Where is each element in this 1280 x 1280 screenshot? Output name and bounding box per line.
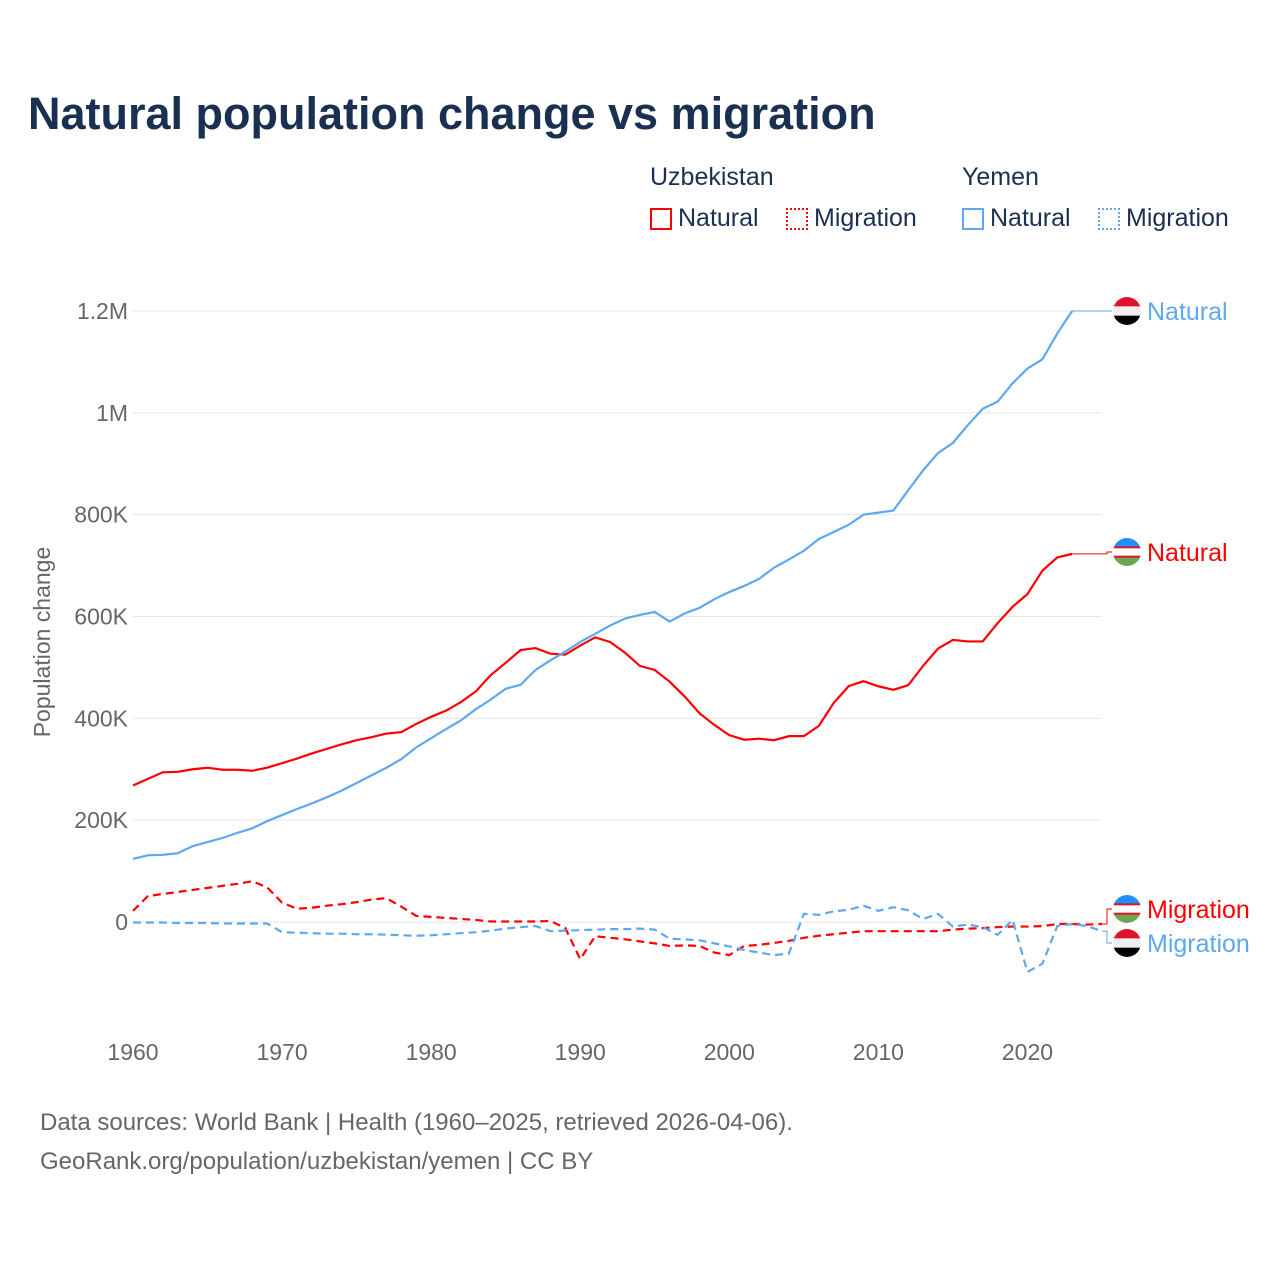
legend-yemen-natural[interactable]: Natural bbox=[962, 204, 1071, 233]
legend-swatch-solid bbox=[962, 207, 984, 230]
flag-stripe bbox=[1113, 904, 1141, 915]
x-tick-label: 1980 bbox=[406, 1039, 457, 1065]
legend-label: Natural bbox=[990, 204, 1071, 232]
x-tick-label: 1960 bbox=[107, 1039, 158, 1065]
yemen-flag-icon bbox=[1113, 297, 1141, 325]
flag-stripe bbox=[1113, 556, 1141, 566]
label-connector bbox=[1102, 908, 1112, 925]
series-line-yemen-migration bbox=[133, 904, 1103, 974]
y-tick-label: 0 bbox=[115, 909, 128, 935]
legend-swatch-dotted bbox=[786, 207, 808, 230]
series-end-label: Migration bbox=[1147, 930, 1250, 958]
y-tick-label: 600K bbox=[74, 604, 128, 630]
flag-stripe bbox=[1113, 947, 1141, 957]
y-tick-label: 400K bbox=[74, 705, 128, 731]
flag-stripe bbox=[1113, 547, 1141, 558]
series-line-yemen-natural bbox=[132, 310, 1074, 860]
legend-swatch-dotted bbox=[1098, 207, 1120, 230]
series-end-label: Natural bbox=[1147, 298, 1228, 326]
footer-sources: Data sources: World Bank | Health (1960–… bbox=[40, 1109, 793, 1136]
uzbekistan-flag-icon bbox=[1113, 895, 1141, 923]
flag-stripe bbox=[1113, 546, 1141, 549]
x-tick-label: 2000 bbox=[704, 1039, 755, 1065]
legend-group-uzbekistan: Uzbekistan bbox=[650, 163, 774, 191]
uzbekistan-flag-icon bbox=[1113, 538, 1141, 566]
series-line-uzbekistan-natural bbox=[132, 552, 1073, 787]
legend-swatch-solid bbox=[650, 207, 672, 230]
series-end-label: Migration bbox=[1147, 896, 1250, 924]
flag-stripe bbox=[1113, 913, 1141, 923]
x-tick-label: 1990 bbox=[555, 1039, 606, 1065]
legend-group-yemen: Yemen bbox=[962, 163, 1039, 191]
y-tick-label: 1M bbox=[96, 400, 128, 426]
flag-stripe bbox=[1113, 555, 1141, 558]
legend-label: Natural bbox=[678, 204, 759, 232]
label-connector bbox=[1102, 930, 1112, 944]
flag-stripe bbox=[1113, 895, 1141, 905]
series-end-label: Natural bbox=[1147, 539, 1228, 567]
y-axis-label: Population change bbox=[29, 547, 55, 738]
legend-uzbekistan-natural[interactable]: Natural bbox=[650, 204, 759, 233]
legend-uzbekistan-migration[interactable]: Migration bbox=[786, 204, 917, 233]
x-tick-label: 1970 bbox=[256, 1039, 307, 1065]
flag-stripe bbox=[1113, 297, 1141, 307]
legend-label: Migration bbox=[1126, 204, 1229, 232]
label-connector bbox=[1072, 551, 1112, 555]
y-tick-label: 200K bbox=[74, 807, 128, 833]
flag-stripe bbox=[1113, 903, 1141, 906]
y-tick-label: 1.2M bbox=[77, 298, 128, 324]
flag-stripe bbox=[1113, 306, 1141, 317]
legend-yemen-migration[interactable]: Migration bbox=[1098, 204, 1229, 233]
flag-stripe bbox=[1113, 938, 1141, 949]
x-tick-label: 2010 bbox=[853, 1039, 904, 1065]
flag-stripe bbox=[1113, 538, 1141, 548]
x-tick-label: 2020 bbox=[1002, 1039, 1053, 1065]
footer-credit[interactable]: GeoRank.org/population/uzbekistan/yemen … bbox=[40, 1148, 594, 1175]
flag-stripe bbox=[1113, 912, 1141, 915]
flag-stripe bbox=[1113, 929, 1141, 939]
legend-label: Migration bbox=[814, 204, 917, 232]
series-line-uzbekistan-migration bbox=[132, 880, 1103, 962]
chart-title: Natural population change vs migration bbox=[28, 88, 876, 139]
yemen-flag-icon bbox=[1113, 929, 1141, 957]
flag-stripe bbox=[1113, 315, 1141, 325]
y-tick-label: 800K bbox=[74, 502, 128, 528]
